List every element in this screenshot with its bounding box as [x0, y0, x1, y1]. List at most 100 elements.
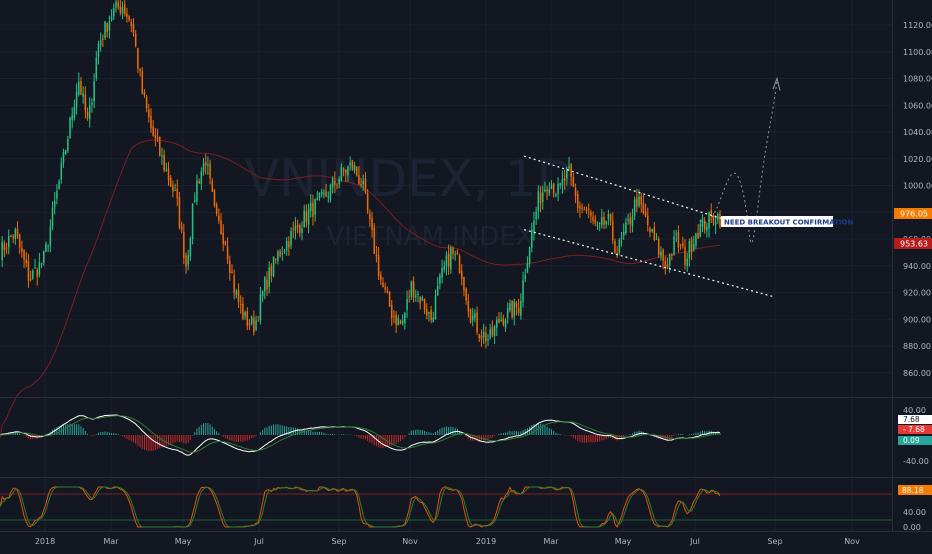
- candle-body: [163, 154, 165, 171]
- candle-body: [86, 111, 89, 119]
- candle-body: [117, 2, 119, 8]
- candle-body: [200, 171, 203, 185]
- time-axis[interactable]: 2018 Mar May Jul Sep Nov 2019 Mar May Jul Sep Nov: [35, 537, 860, 546]
- candle-body: [351, 160, 354, 169]
- candle-body: [132, 24, 135, 33]
- candle-body: [706, 227, 708, 231]
- candle-body: [592, 216, 594, 221]
- candle-body: [364, 178, 367, 193]
- candle-body: [415, 295, 417, 298]
- candle-body: [655, 239, 658, 241]
- candle-body: [176, 188, 179, 199]
- candle-body: [143, 91, 146, 95]
- candle-body: [198, 181, 200, 184]
- candle-body: [598, 223, 601, 225]
- candle-body: [292, 228, 295, 230]
- candle-body: [631, 216, 634, 227]
- price-tick-label: 940.00: [903, 262, 931, 271]
- candle-body: [566, 168, 568, 179]
- candle-body: [439, 275, 441, 284]
- candle-body: [456, 252, 459, 255]
- candle-body: [108, 21, 111, 31]
- macd-value-2: - 7.68: [903, 425, 925, 434]
- candle-body: [377, 254, 380, 277]
- candle-body: [380, 274, 382, 280]
- candle-body: [653, 227, 656, 240]
- stoch-axis-tick-40: 40.00: [903, 508, 926, 517]
- candle-body: [53, 201, 56, 208]
- candle-body: [259, 294, 262, 321]
- candle-body: [563, 178, 566, 181]
- candlesticks: [1, 0, 721, 349]
- candle-body: [642, 203, 645, 213]
- last-price-label: 976.05: [900, 210, 928, 219]
- watermark-name: VIETNAM INDEX: [326, 222, 533, 252]
- candle-body: [145, 96, 148, 109]
- candle-body: [239, 303, 242, 305]
- candle-body: [633, 199, 636, 217]
- candle-body: [229, 260, 231, 273]
- candle-body: [717, 214, 719, 220]
- candle-body: [445, 255, 448, 267]
- candle-body: [513, 301, 516, 317]
- candle-body: [213, 189, 216, 206]
- candle-body: [388, 291, 391, 307]
- candle-body: [303, 210, 305, 228]
- candle-body: [531, 229, 533, 248]
- candle-body: [682, 243, 684, 247]
- candle-body: [204, 162, 207, 166]
- candle-body: [390, 305, 393, 319]
- candle-body: [342, 169, 345, 171]
- candle-body: [546, 189, 548, 192]
- candle-body: [307, 208, 310, 225]
- candle-body: [482, 331, 485, 337]
- candle-body: [487, 338, 489, 341]
- price-tick-label: 1040.00: [903, 128, 932, 137]
- candle-body: [84, 94, 87, 111]
- candle-body: [288, 241, 290, 248]
- candle-body: [329, 184, 332, 199]
- candle-body: [570, 164, 572, 177]
- candle-body: [88, 105, 91, 120]
- candle-body: [677, 232, 680, 248]
- candle-body: [43, 251, 45, 263]
- candle-body: [305, 211, 308, 223]
- candle-body: [493, 326, 496, 337]
- candle-body: [701, 218, 704, 227]
- macd-axis-tick-40: 40.00: [903, 406, 926, 415]
- candle-body: [358, 175, 360, 184]
- candle-body: [331, 178, 334, 188]
- stoch-value: 88.18: [902, 486, 924, 495]
- candle-body: [150, 115, 152, 129]
- candle-body: [509, 303, 511, 311]
- candle-body: [590, 212, 592, 216]
- candle-body: [366, 193, 369, 212]
- candle-body: [561, 178, 564, 186]
- candle-body: [511, 300, 513, 318]
- candle-body: [539, 192, 542, 204]
- candle-body: [528, 246, 531, 264]
- candle-body: [99, 40, 102, 46]
- candle-body: [666, 265, 669, 268]
- candle-body: [579, 206, 581, 209]
- candle-body: [355, 166, 358, 176]
- candle-body: [91, 102, 93, 105]
- candle-body: [274, 258, 277, 260]
- candle-body: [612, 221, 614, 241]
- candle-body: [172, 185, 174, 192]
- candle-body: [679, 245, 682, 247]
- candle-body: [336, 184, 338, 186]
- candle-body: [25, 259, 28, 264]
- candle-body: [235, 291, 238, 295]
- candle-body: [369, 213, 371, 219]
- candle-body: [14, 229, 17, 239]
- candle-body: [520, 301, 522, 316]
- candle-body: [434, 295, 437, 319]
- candle-body: [697, 232, 699, 239]
- candle-body: [406, 298, 408, 311]
- candle-body: [647, 215, 649, 226]
- candle-body: [393, 316, 395, 318]
- candle-body: [576, 194, 579, 208]
- candle-body: [32, 270, 34, 279]
